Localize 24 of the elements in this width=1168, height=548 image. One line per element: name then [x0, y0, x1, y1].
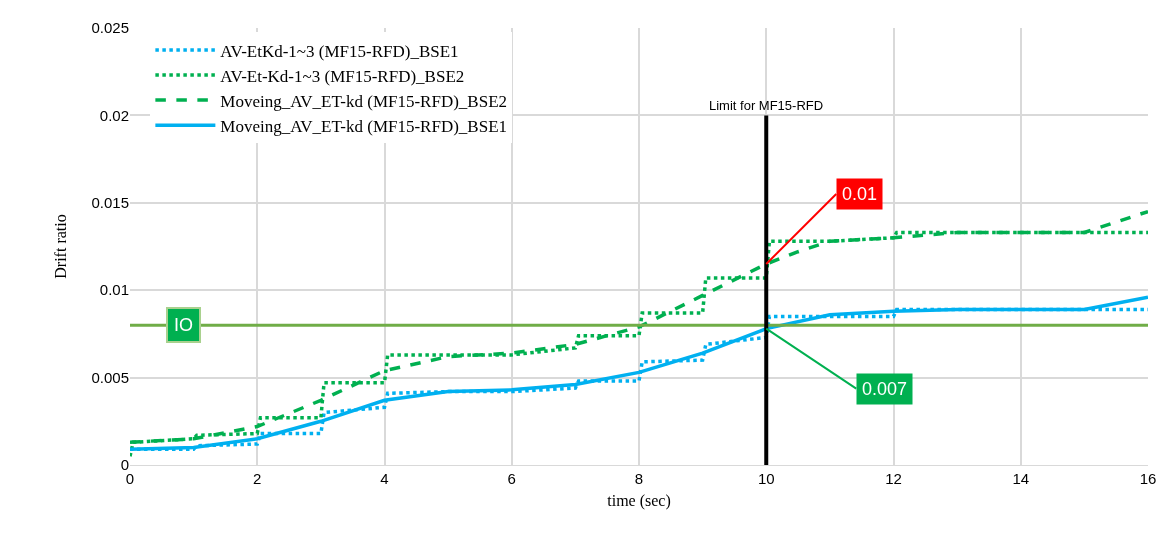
ref-line-label: Limit for MF15-RFD — [709, 98, 824, 113]
y-tick-label: 0 — [120, 456, 129, 474]
x-tick-label: 2 — [253, 470, 262, 487]
legend-label: Moveing_AV_ET-kd (MF15-RFD)_BSE2 — [220, 91, 508, 111]
x-tick-label: 4 — [380, 470, 389, 487]
legend-label: AV-EtKd-1~3 (MF15-RFD)_BSE1 — [220, 41, 459, 61]
x-tick-label: 12 — [885, 470, 902, 487]
y-tick-label: 0.015 — [91, 194, 129, 212]
y-tick-label: 0.005 — [91, 368, 129, 386]
y-tick-label: 0.01 — [99, 281, 129, 299]
legend-label: Moveing_AV_ET-kd (MF15-RFD)_BSE1 — [220, 116, 508, 136]
x-tick-label: 6 — [507, 470, 516, 487]
y-axis-title: Drift ratio — [52, 214, 70, 279]
x-tick-label: 14 — [1012, 470, 1030, 487]
x-axis-title: time (sec) — [607, 491, 671, 510]
x-tick-label: 10 — [757, 470, 775, 487]
x-tick-label: 8 — [634, 470, 644, 487]
x-tick-label: 16 — [1139, 470, 1157, 487]
annotation: 0.007 — [862, 379, 908, 399]
annotation: 0.01 — [842, 184, 878, 204]
y-tick-label: 0.02 — [99, 106, 129, 124]
ref-line-label: IO — [174, 315, 194, 335]
legend-label: AV-Et-Kd-1~3 (MF15-RFD)_BSE2 — [220, 66, 465, 86]
y-tick-label: 0.025 — [91, 19, 129, 37]
